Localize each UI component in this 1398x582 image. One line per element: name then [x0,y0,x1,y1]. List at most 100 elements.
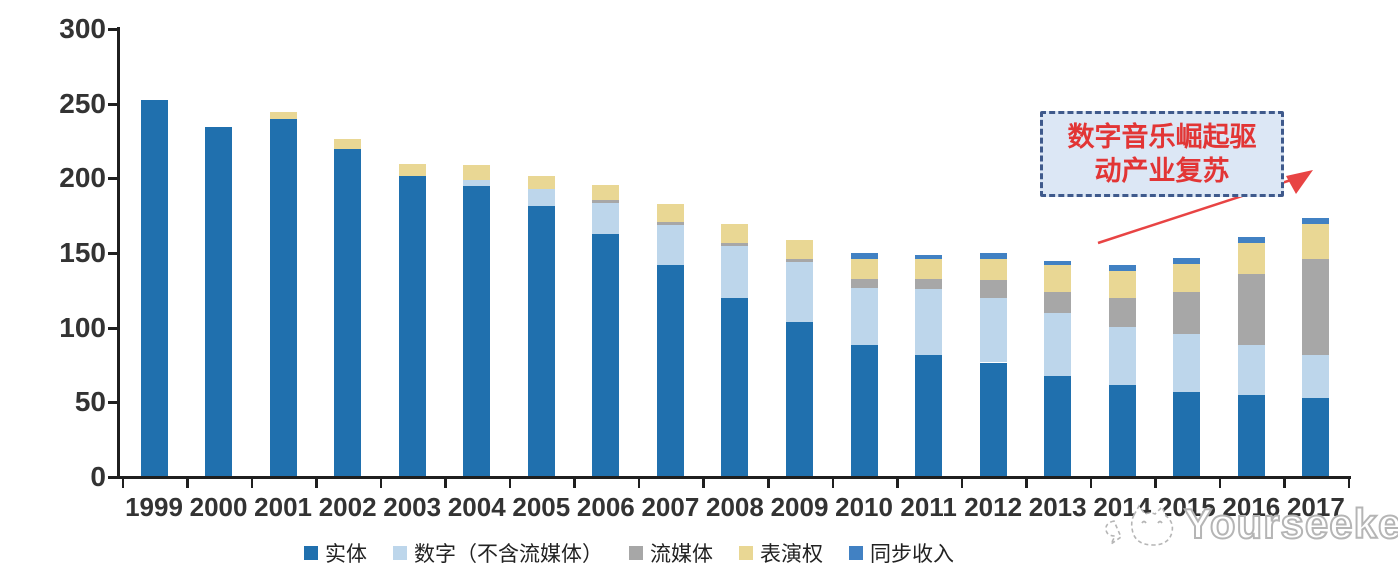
annotation-text-line2: 动产业复苏 [1094,156,1230,186]
y-tick-150 [108,252,120,255]
legend-label-physical: 实体 [325,543,367,566]
x-axis-label-2011: 2011 [900,492,957,522]
bar-segment-sync-revenue-2013 [1044,260,1072,266]
x-axis-label-2006: 2006 [576,492,635,522]
y-tick-label-150: 150 [59,237,106,268]
legend-item-physical: 实体 [304,538,367,568]
x-tick-17 [1218,479,1222,488]
bar-segment-physical-2016 [1237,395,1265,476]
y-tick-label-50: 50 [74,386,106,418]
x-axis-label-2002: 2002 [318,492,377,522]
x-axis-label-2001: 2001 [254,492,313,522]
bar-segment-streaming-2012 [979,280,1007,299]
legend-label-sync-revenue: 同步收入 [870,543,954,566]
bar-segment-physical-2008 [721,298,749,476]
legend: 实体 数字（不含流媒体） 流媒体 表演权 同步收入 [0,538,1328,568]
bar-segment-physical-2011 [915,355,943,476]
bar-segment-physical-2001 [269,119,297,476]
bar-segment-physical-2017 [1302,398,1330,476]
x-axis-label-2000: 2000 [189,492,248,522]
bar-segment-physical-2004 [463,186,491,476]
legend-swatch-digital-excl-streaming [393,546,407,560]
bar-segment-performance-rights-2009 [786,240,813,260]
x-axis-label-1999: 1999 [125,492,183,522]
bar-segment-performance-rights-2001 [269,111,297,120]
bar-segment-performance-rights-2008 [721,223,749,244]
bar-segment-digital-excl-streaming-2008 [721,246,749,299]
x-tick-9 [702,479,705,488]
bar-segment-streaming-2015 [1173,292,1201,335]
x-axis-label-2009: 2009 [770,492,829,522]
legend-item-streaming: 流媒体 [629,538,713,568]
legend-swatch-streaming [629,546,643,560]
bar-segment-streaming-2017 [1302,259,1330,356]
bar-segment-digital-excl-streaming-2007 [656,225,684,266]
bar-segment-performance-rights-2013 [1044,265,1072,293]
x-tick-8 [637,479,641,488]
y-tick-300 [108,28,120,31]
y-tick-label-200: 200 [59,162,106,194]
cat-logo-icon [1105,504,1174,546]
bar-segment-digital-excl-streaming-2005 [527,189,555,206]
bar-segment-sync-revenue-2015 [1173,257,1201,264]
x-tick-18 [1283,479,1286,488]
x-tick-10 [767,479,770,488]
bar-segment-physical-2015 [1173,392,1201,476]
bar-segment-streaming-2009 [786,259,813,263]
bar-segment-physical-2003 [398,175,426,476]
annotation-callout: 数字音乐崛起驱 动产业复苏 [1040,111,1284,197]
bar-segment-physical-2014 [1108,384,1136,476]
bar-segment-physical-2009 [786,322,813,476]
bar-segment-digital-excl-streaming-2014 [1108,326,1136,385]
bar-segment-performance-rights-2004 [463,165,491,181]
bar-segment-digital-excl-streaming-2004 [463,180,491,187]
x-axis-label-2017: 2017 [1286,492,1345,522]
bar-segment-performance-rights-2006 [592,184,620,200]
bar-segment-performance-rights-2005 [527,175,555,190]
bar-segment-performance-rights-2007 [656,204,684,223]
bar-segment-sync-revenue-2017 [1302,217,1330,224]
bar-segment-streaming-2007 [656,222,684,226]
x-tick-1 [186,479,189,488]
bar-segment-performance-rights-2014 [1108,271,1136,299]
legend-item-sync-revenue: 同步收入 [849,538,954,568]
bar-segment-physical-2010 [850,344,878,476]
x-axis-label-2007: 2007 [641,492,700,522]
bar-segment-physical-2005 [527,205,555,476]
x-axis-label-2008: 2008 [706,492,764,522]
x-tick-0 [121,479,124,488]
bar-segment-digital-excl-streaming-2009 [786,262,813,323]
x-tick-6 [508,479,512,488]
x-axis-label-2013: 2013 [1028,492,1087,522]
x-tick-4 [379,479,383,488]
watermark-text: Yourseeker [1183,499,1398,548]
bar-segment-streaming-2010 [850,278,878,288]
x-axis-label-2010: 2010 [835,492,893,522]
bar-segment-performance-rights-2016 [1237,243,1265,275]
y-tick-200 [108,177,120,181]
y-tick-label-100: 100 [59,311,106,343]
x-axis-line [117,476,1351,479]
x-axis-label-2003: 2003 [383,492,442,522]
bar-segment-performance-rights-2003 [398,163,426,176]
y-tick-100 [108,326,120,330]
x-tick-5 [444,479,447,488]
legend-swatch-sync-revenue [849,546,863,560]
bar-segment-performance-rights-2010 [850,259,878,279]
y-tick-label-250: 250 [59,87,106,119]
bar-segment-digital-excl-streaming-2010 [850,287,878,345]
bar-segment-streaming-2011 [915,278,943,290]
x-tick-2 [250,479,254,488]
bar-segment-streaming-2006 [592,199,620,203]
x-tick-13 [960,479,964,488]
bar-segment-digital-excl-streaming-2006 [592,202,620,235]
legend-swatch-physical [304,546,318,560]
x-tick-15 [1089,479,1093,488]
bar-segment-performance-rights-2012 [979,259,1007,281]
bar-segment-physical-1999 [140,99,168,476]
x-tick-3 [315,479,318,488]
bar-segment-performance-rights-2011 [915,259,943,279]
y-tick-label-0: 0 [90,461,106,492]
